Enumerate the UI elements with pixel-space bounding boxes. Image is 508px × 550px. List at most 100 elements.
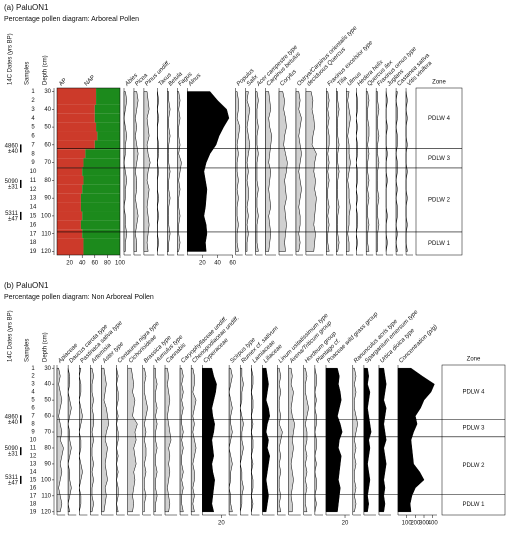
nap-bar (80, 193, 120, 203)
date-marker (20, 415, 22, 424)
pollen-curve (325, 367, 343, 513)
zone-label: PDLW 1 (428, 241, 451, 247)
taxon-name: Ostrya/Carpinus orientalis type (296, 25, 359, 88)
ap-bar (57, 193, 81, 203)
pollen-curve (346, 91, 351, 252)
date-age: 5090 (5, 446, 19, 452)
nap-bar (97, 131, 120, 141)
ap-bar (57, 202, 81, 212)
y-tick-label: 120 (41, 249, 52, 255)
zone-label: PDLW 3 (428, 156, 451, 162)
sample-label: 11 (30, 446, 37, 452)
nap-bar (83, 175, 120, 185)
y-tick-label: 30 (44, 89, 51, 95)
pollen-curve (56, 367, 64, 513)
sample-label: 5 (31, 398, 35, 404)
pollen-curve (303, 367, 309, 513)
y-tick-label: 80 (44, 446, 51, 452)
zone-label: PDLW 4 (463, 390, 486, 396)
ap-bar (57, 247, 84, 255)
nap-bar (83, 247, 120, 255)
nap-bar (96, 88, 120, 96)
pollen-curve (190, 367, 197, 513)
samples-label: Samples (25, 62, 31, 85)
pollen-curve (305, 91, 317, 252)
ap-bar (57, 167, 83, 176)
depth-label: Depth (cm) (43, 332, 49, 362)
ap-bar (57, 229, 83, 239)
sample-label: 3 (31, 382, 35, 388)
zone-frame (415, 87, 463, 256)
zone-label: PDLW 3 (463, 426, 486, 432)
pollen-curve (127, 367, 138, 513)
sample-label: 14 (30, 469, 37, 475)
pollen-curve (314, 368, 317, 512)
zone-header: Zone (467, 357, 481, 363)
pollen-curve (378, 367, 387, 513)
pollen-curve (101, 367, 110, 513)
pollen-curve (235, 91, 241, 252)
nap-bar (96, 95, 120, 105)
ap-bar (57, 140, 95, 150)
sample-label: 18 (30, 501, 37, 507)
pollen-curve (179, 367, 184, 513)
x-tick-label: 200 (410, 521, 421, 527)
pollen-curve (295, 91, 302, 252)
y-tick-label: 70 (44, 160, 51, 166)
ap-bar (57, 88, 97, 96)
pollen-curve (385, 91, 388, 252)
x-tick-label: 20 (342, 521, 349, 527)
sample-label: 7 (31, 414, 35, 420)
zone-label: PDLW 1 (463, 502, 486, 508)
y-tick-label: 60 (44, 414, 51, 420)
ap-bar (57, 95, 97, 105)
panel-title: (b) PaluON1 (4, 281, 49, 290)
sample-label: 8 (31, 151, 35, 157)
ap-bar (57, 184, 83, 194)
x-tick-label: 100 (402, 521, 413, 527)
panel-subtitle: Percentage pollen diagram: Non Arboreal … (4, 294, 154, 301)
sample-label: 6 (31, 406, 35, 412)
pollen-curve (186, 91, 230, 252)
y-tick-label: 50 (44, 125, 51, 131)
x-tick-label: 300 (419, 521, 430, 527)
pollen-curve (116, 368, 119, 513)
y-tick-label: 120 (41, 509, 52, 515)
panel-subtitle: Percentage pollen diagram: Arboreal Poll… (4, 16, 139, 23)
pollen-curve (395, 91, 398, 252)
x-tick-label: 60 (229, 261, 236, 267)
ap-frame (56, 87, 121, 256)
pollen-curve (164, 367, 172, 513)
ap-bar (57, 211, 83, 221)
samples-label: Samples (25, 339, 31, 362)
date-marker (20, 179, 22, 188)
x-tick-label: 40 (79, 261, 86, 267)
sample-label: 17 (30, 493, 37, 499)
nap-bar (83, 238, 120, 248)
nap-bar (85, 149, 120, 159)
sample-label: 6 (31, 134, 35, 140)
pollen-curve (375, 91, 380, 252)
pollen-curve (228, 367, 233, 513)
date-marker (20, 211, 22, 220)
pollen-curve (90, 367, 94, 513)
pollen-curve (79, 367, 83, 512)
y-tick-label: 100 (41, 477, 52, 483)
y-tick-label: 110 (41, 231, 51, 237)
y-tick-label: 90 (44, 462, 51, 468)
y-tick-label: 80 (44, 178, 51, 184)
sample-label: 8 (31, 422, 35, 428)
sample-label: 13 (30, 462, 37, 468)
sample-label: 17 (30, 231, 37, 237)
date-marker (20, 447, 22, 456)
nap-bar (80, 202, 120, 212)
pollen-curve (167, 91, 171, 252)
ap-bar (57, 131, 98, 141)
sample-label: 19 (30, 249, 37, 255)
sample-label: 1 (31, 366, 35, 372)
date-error: ±31 (8, 452, 19, 458)
pollen-curve (177, 91, 182, 252)
pollen-curve (67, 368, 72, 513)
date-marker (20, 475, 22, 484)
